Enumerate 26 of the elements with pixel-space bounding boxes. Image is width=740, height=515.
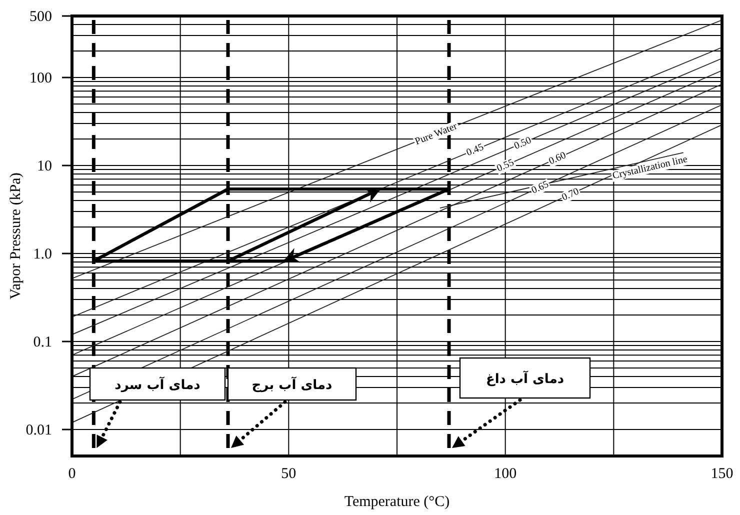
y-tick-label: 0.1	[33, 334, 52, 351]
text: 0.70	[560, 186, 581, 204]
annotation: دمای آب داغ	[486, 370, 564, 387]
y-tick-label: 100	[30, 70, 52, 87]
annotation: دمای آب سرد	[114, 376, 201, 393]
text: 0.50	[512, 135, 534, 152]
text: 0.45	[465, 142, 486, 159]
text: Crystallization line	[612, 154, 689, 182]
text: Pure Water	[414, 120, 460, 148]
annotation: دمای آب برج	[227, 367, 357, 401]
x-tick-label: 100	[494, 466, 517, 482]
y-tick-label: 0.01	[26, 422, 52, 439]
text: 0.55	[495, 157, 516, 174]
y-tick-label: 1.0	[33, 246, 52, 263]
annotation: دمای آب سرد	[89, 367, 226, 401]
x-axis-title: Temperature (°C)	[344, 494, 450, 510]
text: 0.60	[547, 150, 568, 168]
x-tick-label: 150	[710, 466, 734, 482]
text: 0.65	[530, 179, 550, 196]
y-tick-label: 10	[37, 158, 52, 175]
annotation: دمای آب برج	[252, 376, 333, 393]
x-tick-label: 0	[68, 466, 76, 482]
annotation: دمای آب داغ	[459, 357, 591, 399]
y-axis-title: Vapor Pressure (kPa)	[8, 172, 24, 300]
x-tick-label: 50	[281, 466, 296, 482]
y-tick-label: 500	[30, 9, 52, 25]
